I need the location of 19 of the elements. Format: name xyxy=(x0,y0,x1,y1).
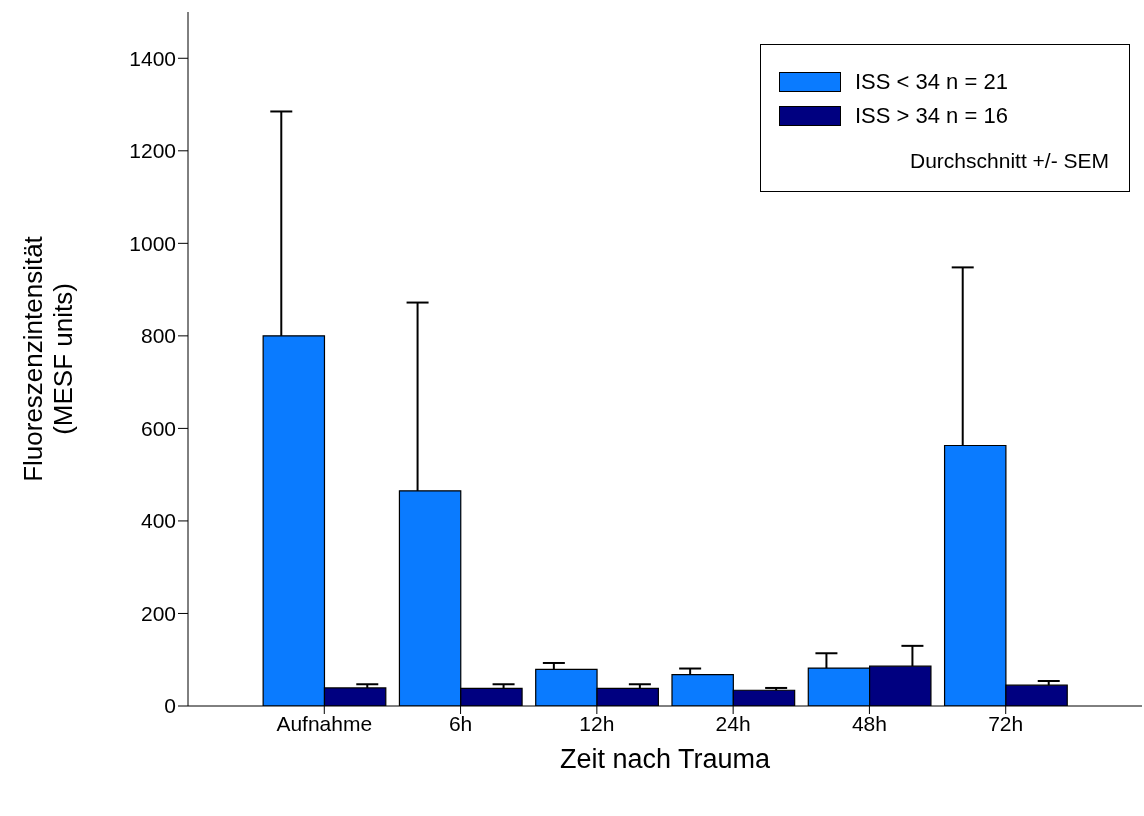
y-tick-label: 600 xyxy=(140,416,176,440)
x-tick-label: Aufnahme xyxy=(276,711,373,735)
x-axis-title: Zeit nach Trauma xyxy=(559,744,772,774)
annotation: Durchschnitt +/- SEM xyxy=(909,149,1109,173)
y-tick-label: 400 xyxy=(140,509,176,533)
x-tick-label: 72h xyxy=(988,711,1024,735)
x-tick-label: 48h xyxy=(851,711,887,735)
y-tick-label: 1400 xyxy=(129,46,176,70)
y-tick-label: 200 xyxy=(140,601,176,625)
legend-label: ISS > 34 n = 16 xyxy=(855,103,1008,129)
x-tick-label: 24h xyxy=(715,711,751,735)
y-tick-label: 0 xyxy=(164,694,176,718)
y-tick-label: 800 xyxy=(140,324,176,348)
legend-label: ISS < 34 n = 21 xyxy=(855,69,1008,95)
y-tick-label: 1000 xyxy=(129,231,176,255)
x-tick-label: 6h xyxy=(448,711,473,735)
y-tick-label: 1200 xyxy=(129,139,176,163)
y-axis-title: Fluoreszenzintensität (MESF units) xyxy=(18,235,78,482)
x-tick-label: 12h xyxy=(579,711,615,735)
